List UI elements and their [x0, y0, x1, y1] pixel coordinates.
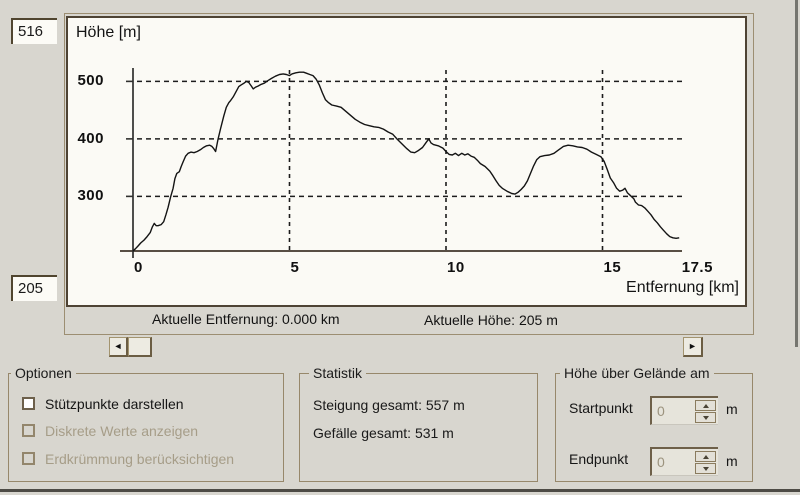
right-arrow-icon: ► — [688, 341, 697, 351]
x-axis-title: Entfernung [km] — [626, 279, 739, 296]
statistics-group-title: Statistik — [309, 365, 367, 381]
up-arrow-icon — [702, 454, 709, 459]
startpunkt-label: Startpunkt — [569, 400, 633, 416]
up-arrow-icon — [702, 403, 709, 408]
current-height-status: Aktuelle Höhe: 205 m — [424, 312, 558, 328]
endpunkt-spin-up-button[interactable] — [695, 451, 716, 462]
max-elevation-value: 516 — [18, 23, 44, 40]
endpunkt-value: 0 — [657, 454, 665, 470]
scrollbar-thumb[interactable] — [128, 337, 152, 357]
down-arrow-icon — [702, 466, 709, 471]
startpunkt-spinner: 0 — [650, 396, 718, 425]
current-distance-status: Aktuelle Entfernung: 0.000 km — [152, 311, 340, 327]
scrollbar-left-arrow-button[interactable]: ◄ — [109, 337, 128, 357]
options-group-title: Optionen — [11, 365, 76, 381]
startpunkt-spin-down-button[interactable] — [695, 412, 716, 423]
elevation-curve — [132, 71, 680, 252]
down-arrow-icon — [702, 415, 709, 420]
checkbox-erdkruemmung — [22, 452, 35, 465]
checkbox-diskrete-werte — [22, 424, 35, 437]
min-elevation-box: 205 — [11, 275, 57, 301]
startpunkt-spin-up-button[interactable] — [695, 400, 716, 411]
scan-edge-bottom — [0, 489, 800, 492]
left-arrow-icon: ◄ — [113, 341, 123, 351]
scrollbar-right-arrow-button[interactable]: ► — [683, 337, 703, 357]
options-group: Optionen Stützpunkte darstellen Diskrete… — [8, 365, 284, 482]
min-elevation-value: 205 — [18, 280, 44, 297]
checkbox-stuetzpunkte-darstellen[interactable] — [22, 397, 35, 410]
checkbox-label-stuetzpunkte: Stützpunkte darstellen — [45, 396, 184, 412]
endpunkt-label: Endpunkt — [569, 451, 629, 467]
checkbox-label-diskrete-werte: Diskrete Werte anzeigen — [45, 423, 199, 439]
height-above-terrain-group: Höhe über Gelände am Startpunkt 0 m Endp… — [555, 365, 753, 482]
endpunkt-spinner: 0 — [650, 447, 718, 476]
checkbox-label-erdkruemmung: Erdkrümmung berücksichtigen — [45, 451, 235, 467]
chart-plot-area: 300 400 500 0 5 10 15 17.5 Höhe [m] Entfernung … — [66, 16, 747, 307]
startpunkt-unit: m — [726, 401, 738, 417]
endpunkt-spin-buttons — [695, 451, 716, 474]
endpunkt-spin-down-button[interactable] — [695, 463, 716, 474]
total-descent-text: Gefälle gesamt: 531 m — [313, 425, 454, 441]
chart-container: 300 400 500 0 5 10 15 17.5 Höhe [m] Entfernung … — [64, 13, 754, 335]
startpunkt-spin-buttons — [695, 400, 716, 423]
max-elevation-box: 516 — [11, 18, 57, 44]
chart-scrollbar[interactable]: ◄ ► — [109, 337, 703, 357]
total-ascent-text: Steigung gesamt: 557 m — [313, 397, 465, 413]
endpunkt-unit: m — [726, 453, 738, 469]
height-above-terrain-title: Höhe über Gelände am — [560, 365, 714, 381]
y-axis-title: Höhe [m] — [76, 24, 141, 41]
elevation-chart-svg — [120, 68, 682, 258]
statistics-group: Statistik Steigung gesamt: 557 m Gefälle… — [299, 365, 538, 482]
startpunkt-value: 0 — [657, 403, 665, 419]
scan-edge-right — [795, 0, 798, 347]
